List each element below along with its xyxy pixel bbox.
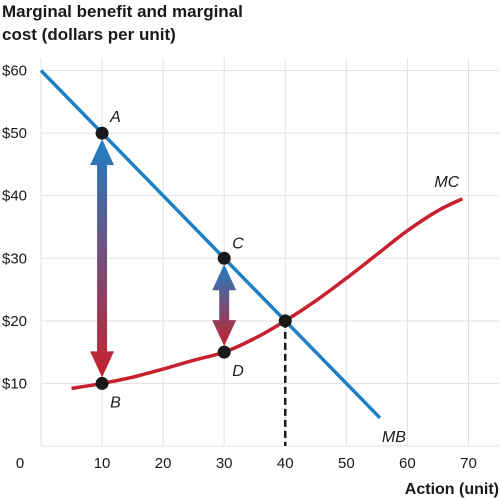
y-tick-label: $30 [2,250,27,267]
curve-label-mb: MB [382,429,406,446]
arrows [90,139,237,378]
point-a [95,126,109,140]
point-c [217,251,231,265]
series-line-mc [71,197,464,391]
chart-title-line-2: cost (dollars per unit) [2,25,176,44]
x-tick-label: 60 [399,455,416,472]
double-arrow [212,264,237,347]
x-tick-labels: 0 10 20 30 40 50 60 70 [16,455,477,472]
chart-title: Marginal benefit and marginal cost (doll… [2,2,243,44]
series [39,69,464,420]
point-d [217,345,231,359]
x-tick-label: 10 [94,455,111,472]
y-tick-label: $50 [2,125,27,142]
point-label-d: D [232,363,244,380]
x-tick-label: 50 [338,455,355,472]
point-b [95,376,109,390]
point-label-b: B [110,394,121,411]
point-equilibrium [278,314,292,328]
curve-label-mc: MC [434,174,459,191]
labels: A B C D MB MC [109,109,460,446]
x-axis-label: Action (unit) [405,481,499,498]
x-tick-label: 30 [216,455,233,472]
grid [40,58,499,447]
y-tick-label: $10 [2,375,27,392]
y-tick-labels: $10 $20 $30 $40 $50 $60 [2,63,27,393]
chart-title-line-1: Marginal benefit and marginal [2,2,243,21]
series-line-mb [39,69,382,420]
points [95,126,292,390]
x-tick-label: 0 [16,455,24,472]
y-tick-label: $40 [2,188,27,205]
point-label-c: C [232,235,244,252]
x-tick-label: 70 [460,455,477,472]
y-tick-label: $60 [2,63,27,80]
x-tick-label: 20 [155,455,172,472]
x-tick-label: 40 [277,455,294,472]
y-tick-label: $20 [2,313,27,330]
point-label-a: A [109,109,121,126]
double-arrow [90,139,115,378]
